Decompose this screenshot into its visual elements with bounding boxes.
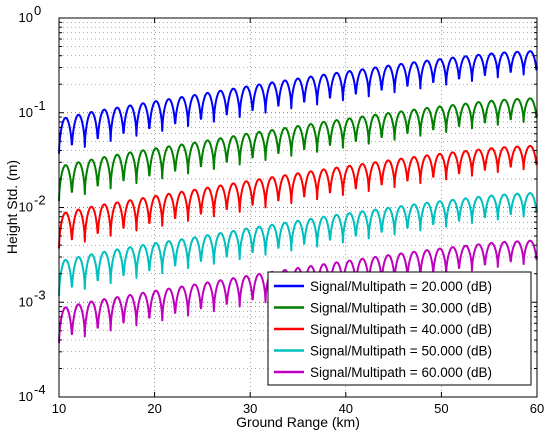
x-axis-label: Ground Range (km): [236, 414, 360, 430]
y-tick-label-exponent: -2: [34, 193, 46, 208]
legend-label-4: Signal/Multipath = 50.000 (dB): [310, 344, 492, 359]
x-tick-label: 20: [147, 401, 161, 416]
legend-box: [267, 271, 532, 386]
legend-label-2: Signal/Multipath = 30.000 (dB): [310, 301, 492, 316]
y-tick-label: 10: [19, 105, 33, 120]
axis-ticks: [58, 18, 538, 398]
y-tick-label: 10: [19, 200, 33, 215]
x-tick-label: 30: [243, 401, 257, 416]
x-tick-label: 10: [52, 401, 66, 416]
x-tick-label: 50: [434, 401, 448, 416]
x-tick-label: 60: [530, 401, 544, 416]
series-line-5: [58, 239, 538, 344]
x-tick-labels: 10 20 30 40 50 60: [52, 401, 544, 416]
y-tick-label: 10: [19, 10, 33, 25]
series-layer: [58, 50, 538, 344]
y-tick-label-exponent: -4: [34, 382, 46, 397]
y-tick-label-exponent: 0: [34, 3, 41, 18]
y-axis-label: Height Std. (m): [4, 160, 20, 254]
legend: Signal/Multipath = 20.000 (dB) Signal/Mul…: [267, 271, 532, 386]
y-tick-label: 10: [19, 389, 33, 404]
legend-label-5: Signal/Multipath = 60.000 (dB): [310, 365, 492, 380]
x-tick-label: 40: [339, 401, 353, 416]
legend-label-1: Signal/Multipath = 20.000 (dB): [310, 279, 492, 294]
series-line-2: [58, 97, 538, 202]
series-line-3: [58, 144, 538, 249]
y-tick-label-exponent: -1: [34, 98, 46, 113]
series-line-4: [58, 192, 538, 296]
series-line-1: [58, 50, 538, 154]
y-tick-label-exponent: -3: [34, 287, 46, 302]
y-tick-label: 10: [19, 294, 33, 309]
legend-label-3: Signal/Multipath = 40.000 (dB): [310, 322, 492, 337]
